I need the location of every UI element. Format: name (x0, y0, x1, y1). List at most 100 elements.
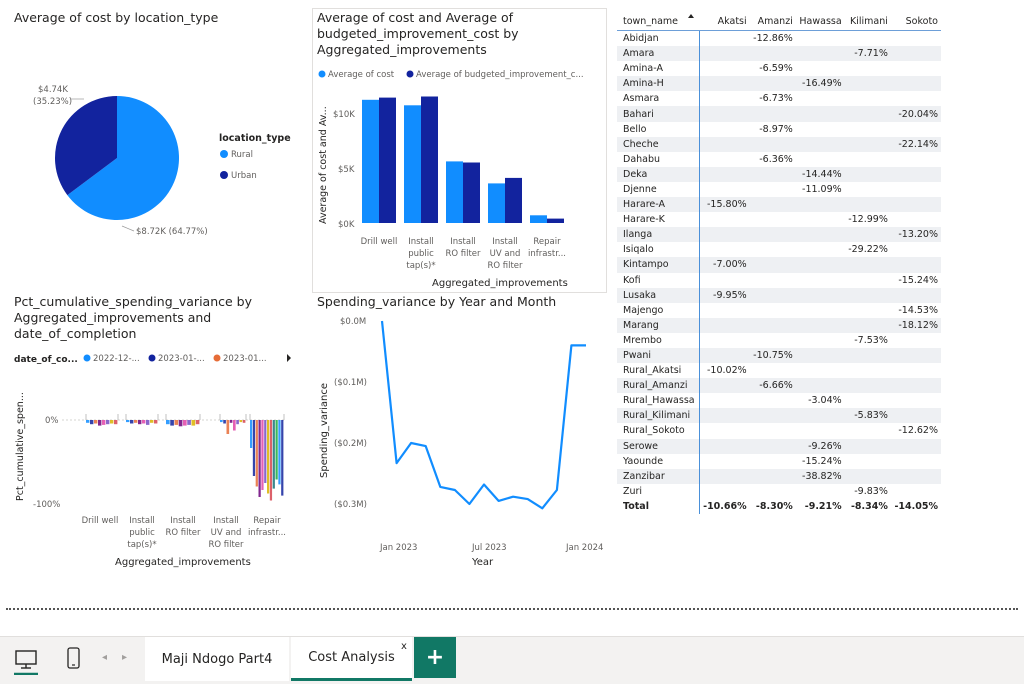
table-row[interactable]: Djenne -11.09% (617, 181, 941, 198)
pie-chart[interactable]: $4.74K (35.23%) $8.72K (64.77%) location… (0, 30, 300, 260)
table-row[interactable]: Amara -7.71% (617, 46, 941, 62)
bar-budget-4[interactable] (547, 218, 564, 223)
pie-slice-rural[interactable] (67, 96, 179, 220)
pct-bar-segment[interactable] (94, 420, 98, 424)
pct-bar-segment[interactable] (191, 420, 196, 426)
table-row[interactable]: Kintampo -7.00% (617, 257, 941, 273)
table-row[interactable]: Abidjan -12.86% (617, 30, 941, 47)
pct-bar-segment[interactable] (146, 420, 150, 425)
matrix-header-akatsi[interactable]: Akatsi (699, 12, 750, 31)
table-row[interactable]: Pwani -10.75% (617, 347, 941, 364)
pct-bar-segment[interactable] (187, 420, 191, 425)
pct-bar-segment[interactable] (226, 420, 230, 434)
pct-bar-segment[interactable] (258, 420, 261, 497)
pct-bar-segment[interactable] (275, 420, 278, 480)
add-page-button[interactable]: + (414, 637, 456, 678)
bar-cost-0[interactable] (362, 99, 379, 223)
pct-bar-segment[interactable] (278, 420, 281, 485)
bar-chart-card[interactable] (312, 8, 607, 293)
table-row[interactable]: Zanzibar -38.82% (617, 468, 941, 484)
table-row[interactable]: Bello -8.97% (617, 121, 941, 137)
matrix-header-town[interactable]: town_name (617, 12, 700, 31)
pct-bar-segment[interactable] (138, 420, 142, 425)
table-row[interactable]: Yaounde -15.24% (617, 453, 941, 469)
pct-bar-segment[interactable] (174, 420, 179, 425)
pct-bar-segment[interactable] (170, 420, 174, 426)
pct-legend-next-icon[interactable] (287, 354, 291, 362)
pct-bar-segment[interactable] (110, 420, 114, 424)
tab-close-icon[interactable]: x (401, 641, 407, 652)
table-row[interactable]: Rural_Sokoto -12.62% (617, 423, 941, 439)
matrix-header-kilimani[interactable]: Kilimani (844, 12, 891, 31)
table-row[interactable]: Marang -18.12% (617, 317, 941, 333)
pct-bar-segment[interactable] (267, 420, 270, 494)
table-row[interactable]: Dahabu -6.36% (617, 151, 941, 167)
pct-bar-segment[interactable] (239, 420, 243, 423)
bar-chart[interactable]: Average of cost Average of budgeted_impr… (312, 60, 605, 292)
town-matrix[interactable]: town_name Akatsi Amanzi Hawassa Kilimani… (617, 12, 941, 514)
table-row[interactable]: Lusaka -9.95% (617, 287, 941, 303)
table-row[interactable]: Isiqalo -29.22% (617, 242, 941, 258)
table-row[interactable]: Kofi -15.24% (617, 272, 941, 288)
line-chart[interactable]: Spending_variance $0.0M ($0.1M) ($0.2M) … (312, 310, 612, 580)
pct-bar-segment[interactable] (98, 420, 102, 426)
pct-bar-segment[interactable] (86, 420, 90, 423)
table-row[interactable]: Rural_Akatsi -10.02% (617, 363, 941, 379)
table-row[interactable]: Bahari -20.04% (617, 106, 941, 122)
table-row[interactable]: Mrembo -7.53% (617, 332, 941, 348)
bar-budget-1[interactable] (421, 96, 438, 224)
pct-bar-segment[interactable] (272, 420, 275, 489)
matrix-header-hawassa[interactable]: Hawassa (795, 12, 845, 31)
table-row[interactable]: Amina-H -16.49% (617, 76, 941, 92)
matrix-header-sokoto[interactable]: Sokoto (890, 12, 941, 31)
pct-bar-segment[interactable] (102, 420, 106, 425)
pct-bar-segment[interactable] (264, 420, 267, 483)
pct-bar-segment[interactable] (106, 420, 110, 425)
pct-bar-segment[interactable] (255, 420, 258, 487)
pct-bar-segment[interactable] (236, 420, 239, 425)
table-row[interactable]: Majengo -14.53% (617, 302, 941, 318)
pct-chart[interactable]: date_of_co... 2022-12-... 2023-01-... 20… (0, 345, 305, 575)
pct-bar-segment[interactable] (242, 420, 246, 423)
sort-arrow-icon[interactable] (688, 14, 694, 18)
pct-bar-segment[interactable] (195, 420, 200, 425)
pct-bar-segment[interactable] (220, 420, 223, 423)
table-row[interactable]: Cheche -22.14% (617, 136, 941, 152)
bar-cost-3[interactable] (488, 183, 505, 223)
pct-bar-segment[interactable] (150, 420, 154, 423)
table-row[interactable]: Harare-A -15.80% (617, 197, 941, 213)
scroll-left-icon[interactable]: ◂ (102, 652, 108, 663)
pct-bar-segment[interactable] (130, 420, 134, 424)
bar-cost-2[interactable] (446, 161, 463, 223)
pct-bar-segment[interactable] (134, 420, 138, 423)
bar-budget-2[interactable] (463, 162, 480, 224)
pct-bar-segment[interactable] (233, 420, 236, 431)
table-row[interactable]: Rural_Amanzi -6.66% (617, 378, 941, 394)
pct-bar-segment[interactable] (261, 420, 264, 490)
pct-bar-segment[interactable] (178, 420, 183, 427)
table-row[interactable]: Harare-K -12.99% (617, 212, 941, 228)
table-row[interactable]: Rural_Hawassa -3.04% (617, 393, 941, 409)
pct-bar-segment[interactable] (229, 420, 233, 423)
pct-bar-segment[interactable] (90, 420, 94, 425)
table-row[interactable]: Amina-A -6.59% (617, 61, 941, 77)
table-row[interactable]: Rural_Kilimani -5.83% (617, 408, 941, 424)
pct-bar-segment[interactable] (183, 420, 187, 426)
table-row[interactable]: Serowe -9.26% (617, 438, 941, 454)
matrix-header-amanzi[interactable]: Amanzi (749, 12, 796, 31)
bar-budget-3[interactable] (505, 177, 522, 223)
bar-cost-4[interactable] (530, 215, 547, 223)
table-row[interactable]: Asmara -6.73% (617, 91, 941, 107)
table-row[interactable]: Ilanga -13.20% (617, 227, 941, 243)
pct-bar-segment[interactable] (223, 420, 226, 424)
mobile-view-icon[interactable] (64, 645, 84, 675)
bar-cost-1[interactable] (404, 105, 421, 223)
tab-maji-ndogo-part4[interactable]: Maji Ndogo Part4 (145, 637, 289, 681)
pie-slice-urban[interactable] (54, 96, 117, 196)
pct-bar-segment[interactable] (269, 420, 273, 501)
pct-bar-segment[interactable] (252, 420, 256, 476)
desktop-view-icon[interactable] (12, 645, 40, 676)
pct-bar-segment[interactable] (281, 420, 284, 496)
tab-cost-analysis[interactable]: Cost Analysis (291, 637, 412, 681)
pct-bar-segment[interactable] (114, 420, 118, 425)
